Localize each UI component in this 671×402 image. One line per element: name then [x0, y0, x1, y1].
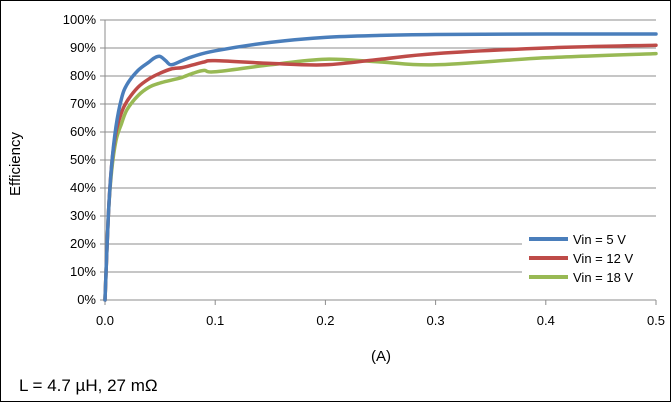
y-tick-label: 0% [77, 292, 96, 307]
label-layer: 0% 10% 20% 30% 40% 50% 60% 70% 80% 90% 100% 0.0 0.1 0… [63, 12, 665, 328]
y-tick-label: 50% [70, 152, 96, 167]
x-tick-label: 0.3 [427, 313, 445, 328]
y-tick-label: 60% [70, 124, 96, 139]
x-tick-label: 0.4 [537, 313, 555, 328]
legend: Vin = 5 V Vin = 12 V Vin = 18 V [522, 226, 656, 290]
series-layer [103, 32, 658, 302]
y-tick-label: 10% [70, 264, 96, 279]
x-tick-label: 0.0 [96, 313, 114, 328]
series-line-vin-5v [103, 32, 658, 302]
y-axis-title: Efficiency [7, 132, 24, 196]
inductor-note: L = 4.7 µH, 27 mΩ [19, 376, 158, 395]
legend-label-vin-5v: Vin = 5 V [573, 232, 626, 247]
y-tick-label: 40% [70, 180, 96, 195]
y-tick-label: 70% [70, 96, 96, 111]
x-tick-label: 0.1 [206, 313, 224, 328]
legend-label-vin-18v: Vin = 18 V [573, 270, 633, 285]
legend-label-vin-12v: Vin = 12 V [573, 251, 633, 266]
x-tick-label: 0.2 [316, 313, 334, 328]
grid-layer [105, 19, 656, 273]
x-tick-label: 0.5 [647, 313, 665, 328]
y-tick-label: 30% [70, 208, 96, 223]
y-tick-label: 90% [70, 40, 96, 55]
x-axis-title: (A) [371, 348, 391, 365]
y-tick-label: 100% [63, 12, 97, 27]
y-tick-label: 20% [70, 236, 96, 251]
y-tick-label: 80% [70, 68, 96, 83]
